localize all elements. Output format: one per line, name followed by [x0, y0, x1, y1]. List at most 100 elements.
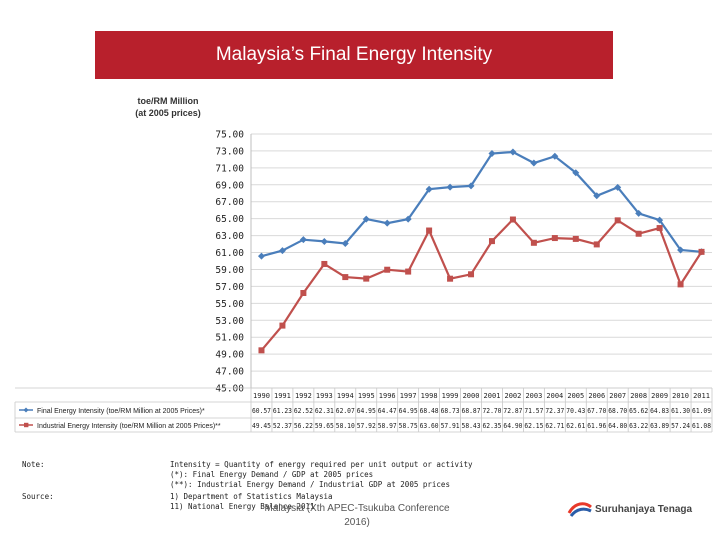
data-label: 57.92 — [357, 422, 376, 430]
footer-caption: Malaysia (Xth APEC-Tsukuba Conference 20… — [264, 503, 450, 528]
chart-title-banner: Malaysia’s Final Energy Intensity — [95, 31, 613, 79]
note-line: Intensity = Quantity of energy required … — [170, 460, 473, 469]
data-label: 64.95 — [399, 407, 418, 415]
logo-mark-icon — [567, 502, 592, 517]
data-label: 68.48 — [420, 407, 439, 415]
y-axis-ticks: 75.00 73.00 71.00 69.00 67.00 65.00 63.00 61.00… — [215, 130, 244, 395]
data-point — [258, 347, 265, 354]
x-tick-label: 2003 — [525, 392, 542, 400]
x-tick-label: 1994 — [337, 392, 354, 400]
data-label: 70.43 — [566, 407, 585, 415]
data-point — [488, 238, 495, 245]
data-label: 62.15 — [524, 422, 543, 430]
data-label: 57.91 — [441, 422, 460, 430]
y-tick-label: 65.00 — [215, 214, 244, 225]
data-point — [363, 275, 370, 282]
data-label: 61.96 — [587, 422, 606, 430]
y-tick-label: 71.00 — [215, 163, 244, 174]
y-tick-label: 63.00 — [215, 231, 244, 242]
y-tick-label: 49.00 — [215, 350, 244, 361]
legend-label: Final Energy Intensity (toe/RM Million a… — [37, 408, 205, 415]
chart-title: Malaysia’s Final Energy Intensity — [215, 44, 493, 65]
data-point — [321, 260, 328, 267]
x-tick-label: 2002 — [505, 392, 522, 400]
note-line: (*): Final Energy Demand / GDP at 2005 p… — [170, 470, 374, 479]
source-label: Source: — [22, 492, 54, 501]
data-point — [635, 209, 643, 217]
data-point — [698, 248, 705, 255]
data-point — [530, 239, 537, 246]
y-tick-label: 45.00 — [215, 384, 244, 395]
x-tick-label: 1992 — [295, 392, 312, 400]
data-point — [551, 235, 558, 242]
note-label: Note: — [22, 460, 45, 469]
source-text: 1) Department of Statistics Malaysia 11) … — [170, 492, 333, 512]
y-unit-label: toe/RM Million — [138, 96, 199, 106]
data-label: 63.60 — [420, 422, 439, 430]
data-label: 49.45 — [252, 422, 271, 430]
data-point — [446, 183, 454, 191]
y-tick-label: 55.00 — [215, 299, 244, 310]
data-label: 56.22 — [294, 422, 313, 430]
data-label: 63.89 — [650, 422, 669, 430]
data-label: 67.70 — [587, 407, 606, 415]
note-text: Intensity = Quantity of energy required … — [170, 460, 473, 490]
data-label: 68.70 — [608, 407, 627, 415]
data-point — [635, 230, 642, 237]
y-tick-label: 69.00 — [215, 180, 244, 191]
x-tick-label: 2008 — [630, 392, 647, 400]
data-label: 59.65 — [315, 422, 334, 430]
data-point — [677, 246, 685, 254]
data-point — [530, 159, 538, 167]
data-label: 61.08 — [692, 422, 711, 430]
data-label: 64.83 — [650, 407, 669, 415]
data-point — [656, 216, 664, 224]
data-label: 58.43 — [462, 422, 481, 430]
legend-label: Industrial Energy Intensity (toe/RM Mill… — [37, 423, 221, 430]
data-label: 62.35 — [482, 422, 501, 430]
data-label: 64.90 — [503, 422, 522, 430]
x-tick-label: 1998 — [421, 392, 438, 400]
note-line: 11) National Energy Balance 2011 — [170, 502, 315, 511]
x-tick-label: 2004 — [546, 392, 563, 400]
x-tick-label: 2007 — [609, 392, 626, 400]
data-point — [299, 236, 307, 244]
data-label: 65.62 — [629, 407, 648, 415]
data-label: 58.75 — [399, 422, 418, 430]
y-tick-label: 61.00 — [215, 248, 244, 259]
y-tick-label: 51.00 — [215, 333, 244, 344]
data-label: 72.70 — [482, 407, 501, 415]
y-tick-label: 75.00 — [215, 130, 244, 141]
x-tick-label: 1999 — [442, 392, 459, 400]
gridlines — [250, 133, 712, 389]
logo-text: Suruhanjaya Tenaga — [595, 503, 693, 515]
data-point — [278, 247, 286, 255]
data-point — [614, 183, 622, 191]
legend-marker — [24, 422, 29, 428]
data-label: 62.52 — [294, 407, 313, 415]
x-tick-label: 2000 — [463, 392, 480, 400]
data-point — [404, 215, 412, 223]
x-tick-label: 1990 — [253, 392, 270, 400]
data-label: 60.57 — [252, 407, 271, 415]
data-point — [384, 266, 391, 273]
data-label: 57.24 — [671, 422, 690, 430]
data-point — [467, 182, 475, 190]
data-label: 62.71 — [545, 422, 564, 430]
data-label: 61.09 — [692, 407, 711, 415]
x-tick-label: 1997 — [400, 392, 417, 400]
data-point — [488, 149, 496, 157]
data-label: 71.57 — [524, 407, 543, 415]
data-point — [341, 239, 349, 247]
x-tick-label: 2011 — [693, 392, 710, 400]
data-label: 63.22 — [629, 422, 648, 430]
data-point — [468, 271, 475, 278]
x-tick-label: 2009 — [651, 392, 668, 400]
data-point — [593, 241, 600, 248]
x-tick-label: 2010 — [672, 392, 689, 400]
data-point — [279, 322, 286, 329]
y-tick-label: 47.00 — [215, 367, 244, 378]
note-line: 1) Department of Statistics Malaysia — [170, 492, 333, 501]
data-point — [300, 290, 307, 297]
